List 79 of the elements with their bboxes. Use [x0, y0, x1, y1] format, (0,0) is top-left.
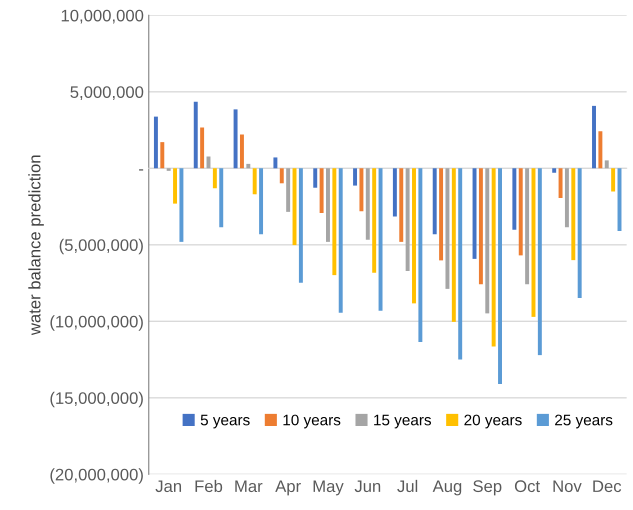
y-tick-label: (10,000,000): [50, 315, 143, 331]
bar: [353, 168, 358, 186]
bar: [286, 168, 290, 212]
bar: [173, 168, 178, 204]
x-tick-label: Apr: [275, 480, 301, 496]
bar: [458, 168, 462, 360]
bar: [492, 168, 496, 347]
bar: [552, 168, 556, 173]
bar: [412, 168, 416, 304]
y-tick-label: 5,000,000: [70, 86, 144, 100]
legend-label: 15 years: [374, 414, 432, 428]
bar: [485, 168, 490, 314]
x-tick-label: Aug: [432, 480, 462, 496]
bar: [418, 168, 422, 342]
bar: [372, 168, 376, 273]
x-tick-label: Feb: [196, 480, 222, 492]
bar: [240, 134, 244, 168]
y-axis-title: water balance prediction: [28, 156, 44, 336]
x-tick-label: Jun: [354, 480, 380, 492]
y-tick-label: 10,000,000: [62, 10, 144, 24]
bar: [564, 168, 569, 228]
bar: [571, 168, 576, 260]
bar: [160, 142, 164, 168]
bar: [332, 168, 336, 276]
bar: [452, 168, 456, 322]
bar: [179, 168, 184, 242]
bar: [154, 116, 158, 168]
bar: [439, 168, 444, 260]
y-tick-label: -: [139, 169, 144, 171]
bar: [280, 168, 284, 184]
bar: [445, 168, 450, 289]
bar: [366, 168, 370, 240]
bar: [592, 106, 596, 168]
bar: [525, 168, 530, 284]
bar: [406, 168, 410, 271]
bar: [532, 168, 536, 317]
x-tick-label: Dec: [593, 480, 622, 492]
bar: [558, 168, 563, 198]
bar: [234, 109, 238, 168]
x-tick-label: Mar: [235, 480, 262, 492]
bar: [206, 156, 210, 168]
bar: [538, 168, 542, 356]
bar: [298, 168, 303, 283]
x-tick-label: Jul: [397, 480, 418, 492]
bar: [378, 168, 383, 311]
bar: [359, 168, 364, 212]
bar: [246, 164, 250, 168]
bar: [498, 168, 502, 384]
bar: [326, 168, 330, 242]
y-tick-label: (20,000,000): [50, 468, 143, 484]
x-tick-label: Oct: [514, 480, 540, 492]
x-tick-label: Jan: [155, 480, 182, 492]
bar: [292, 168, 296, 246]
bar: [432, 168, 437, 234]
bar: [252, 168, 257, 194]
bar: [320, 168, 324, 213]
bar: [618, 168, 622, 232]
bar: [273, 157, 278, 168]
legend-label: 10 years: [283, 414, 340, 428]
bar: [512, 168, 516, 230]
legend-label: 25 years: [555, 414, 612, 428]
bar: [598, 131, 602, 168]
bar: [578, 168, 582, 298]
bar: [478, 168, 483, 284]
x-tick-label: May: [314, 480, 344, 496]
x-tick-label: Nov: [553, 480, 582, 492]
y-tick-label: (15,000,000): [50, 392, 143, 408]
legend-label: 5 years: [200, 414, 250, 428]
bar: [200, 127, 204, 168]
legend-label: 20 years: [464, 414, 522, 428]
bar: [166, 168, 171, 171]
bar: [611, 168, 616, 192]
bar: [212, 168, 217, 188]
bar: [338, 168, 343, 313]
x-tick-label: Sep: [473, 480, 502, 496]
bar: [259, 168, 264, 234]
bar: [472, 168, 477, 259]
bar: [392, 168, 397, 216]
y-tick-label: (5,000,000): [60, 238, 143, 254]
